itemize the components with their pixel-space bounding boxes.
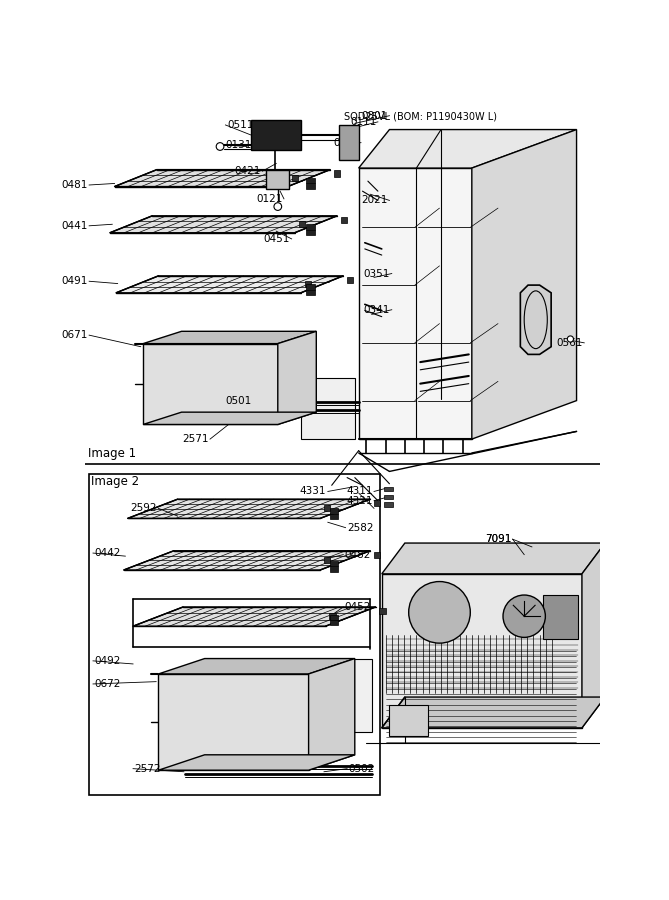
Polygon shape [128, 500, 370, 518]
Ellipse shape [274, 202, 282, 211]
Polygon shape [389, 705, 428, 735]
Polygon shape [382, 697, 605, 728]
Text: 0121: 0121 [256, 194, 282, 204]
Ellipse shape [567, 336, 573, 342]
Polygon shape [305, 281, 311, 287]
Polygon shape [159, 674, 308, 770]
Polygon shape [384, 487, 393, 491]
Text: 7091: 7091 [485, 535, 511, 544]
Text: 2571: 2571 [182, 434, 209, 444]
Polygon shape [301, 377, 355, 439]
Text: 2592: 2592 [130, 503, 157, 513]
Text: 0492: 0492 [94, 656, 121, 666]
Text: 0511: 0511 [333, 138, 359, 148]
Polygon shape [334, 170, 340, 176]
Text: 0491: 0491 [62, 276, 88, 286]
Polygon shape [159, 755, 355, 770]
Polygon shape [133, 607, 375, 626]
Text: 0452: 0452 [345, 602, 371, 612]
Polygon shape [251, 120, 301, 150]
Polygon shape [582, 543, 605, 728]
Polygon shape [384, 502, 393, 507]
Polygon shape [110, 216, 337, 233]
Text: 0131: 0131 [225, 140, 252, 150]
Text: 0481: 0481 [62, 180, 88, 190]
Polygon shape [89, 473, 380, 795]
Text: Image 2: Image 2 [92, 475, 140, 489]
Text: 0501: 0501 [225, 396, 252, 406]
Polygon shape [306, 224, 314, 230]
Text: 0671: 0671 [62, 330, 88, 340]
Text: 0442: 0442 [94, 548, 121, 558]
Text: 7091: 7091 [485, 535, 511, 544]
Polygon shape [143, 331, 316, 344]
Text: 4311: 4311 [346, 487, 373, 497]
Polygon shape [374, 500, 380, 506]
Text: 0672: 0672 [94, 679, 121, 689]
Polygon shape [374, 552, 380, 558]
Polygon shape [306, 178, 314, 184]
Text: 0351: 0351 [364, 268, 390, 279]
Polygon shape [324, 557, 330, 563]
Polygon shape [159, 659, 355, 674]
Polygon shape [114, 169, 330, 186]
Polygon shape [329, 613, 336, 619]
Text: SQD25VL (BOM: P1190430W L): SQD25VL (BOM: P1190430W L) [344, 112, 496, 122]
Text: 0421: 0421 [234, 166, 261, 176]
Polygon shape [384, 494, 393, 500]
Polygon shape [306, 284, 314, 290]
Polygon shape [330, 620, 338, 625]
Polygon shape [330, 514, 338, 519]
Text: 0341: 0341 [364, 305, 390, 315]
Text: 0561: 0561 [557, 338, 583, 348]
Text: 0482: 0482 [345, 550, 371, 560]
Text: 0801: 0801 [362, 111, 388, 121]
Ellipse shape [216, 142, 224, 150]
Polygon shape [341, 217, 347, 222]
Polygon shape [330, 566, 338, 572]
Polygon shape [330, 561, 338, 566]
Text: 2582: 2582 [347, 523, 373, 533]
Polygon shape [306, 290, 314, 295]
Polygon shape [298, 221, 305, 228]
Polygon shape [308, 659, 355, 770]
Polygon shape [359, 130, 577, 168]
Polygon shape [520, 285, 551, 355]
Polygon shape [306, 230, 314, 235]
Text: 2021: 2021 [361, 195, 388, 205]
Polygon shape [543, 596, 578, 639]
Polygon shape [379, 608, 385, 614]
Text: 0511: 0511 [227, 120, 254, 130]
Text: 4331: 4331 [300, 487, 326, 497]
Polygon shape [292, 175, 298, 181]
Polygon shape [306, 184, 314, 189]
Text: 0451: 0451 [264, 234, 290, 244]
Polygon shape [347, 276, 353, 283]
Polygon shape [359, 168, 472, 439]
Polygon shape [382, 543, 605, 574]
Text: 4321: 4321 [346, 496, 373, 506]
Polygon shape [330, 615, 338, 620]
Polygon shape [124, 551, 370, 570]
Polygon shape [330, 508, 338, 514]
Polygon shape [324, 659, 372, 732]
Polygon shape [472, 130, 577, 439]
Polygon shape [143, 344, 278, 425]
Ellipse shape [503, 595, 545, 637]
Text: 0111: 0111 [350, 117, 377, 127]
Polygon shape [339, 125, 359, 160]
Polygon shape [278, 331, 316, 425]
Polygon shape [116, 276, 343, 292]
Polygon shape [324, 505, 330, 511]
Polygon shape [382, 574, 582, 728]
Text: 2572: 2572 [134, 764, 161, 774]
Ellipse shape [409, 581, 470, 643]
Text: Image 1: Image 1 [88, 447, 136, 460]
Text: 0441: 0441 [62, 220, 88, 230]
Polygon shape [143, 412, 316, 425]
Polygon shape [266, 169, 290, 189]
Text: 0502: 0502 [349, 764, 375, 774]
